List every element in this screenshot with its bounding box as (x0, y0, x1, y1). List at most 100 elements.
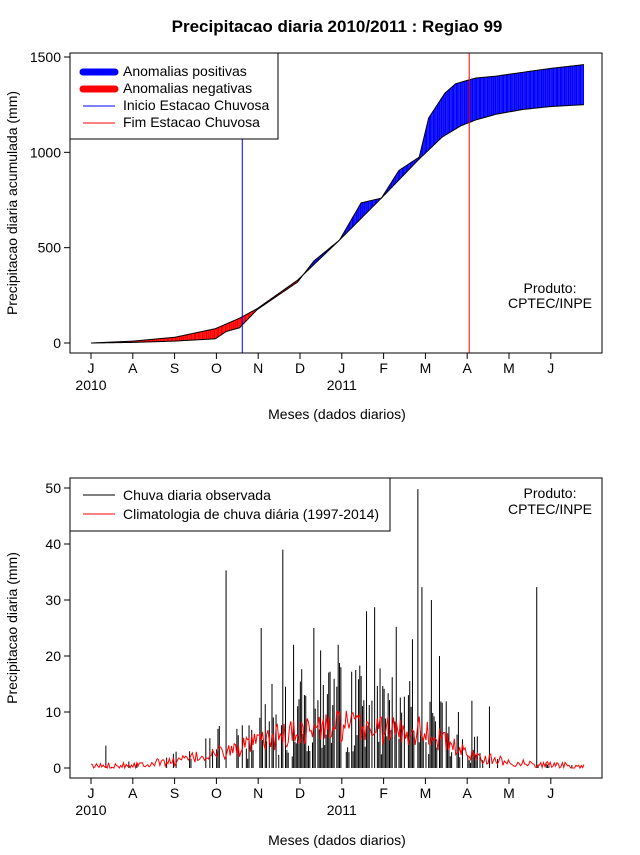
positive-anomaly-segment (564, 67, 565, 106)
positive-anomaly-segment (535, 70, 536, 108)
positive-anomaly-segment (575, 66, 576, 106)
top-x-tick-label: J (547, 360, 554, 376)
positive-anomaly-segment (466, 80, 467, 123)
positive-anomaly-segment (562, 67, 563, 106)
top-y-axis-label: Precipitacao diaria acumulada (mm) (4, 91, 20, 315)
legend-label-onset: Inicio Estacao Chuvosa (123, 97, 270, 113)
positive-anomaly-segment (534, 71, 535, 109)
positive-anomaly-segment (539, 70, 540, 108)
bottom-y-tick-label: 10 (45, 704, 61, 720)
positive-anomaly-segment (518, 73, 519, 111)
positive-anomaly-segment (472, 79, 473, 122)
negative-anomaly-segment (214, 329, 215, 339)
negative-anomaly-segment (217, 328, 218, 338)
positive-anomaly-segment (572, 66, 573, 106)
negative-anomaly-segment (186, 335, 187, 341)
positive-anomaly-segment (488, 77, 489, 117)
positive-anomaly-segment (530, 71, 531, 109)
positive-anomaly-segment (456, 83, 457, 129)
positive-anomaly-segment (510, 74, 511, 112)
positive-anomaly-segment (538, 70, 539, 108)
top-x-tick-label: S (170, 360, 179, 376)
positive-anomaly-segment (508, 74, 509, 112)
top-y-tick-label: 0 (53, 335, 61, 351)
negative-anomaly-segment (204, 331, 205, 340)
bottom-y-tick-label: 20 (45, 648, 61, 664)
top-x-year-label: 2010 (75, 377, 106, 393)
negative-anomaly-segment (199, 332, 200, 340)
negative-anomaly-segment (221, 326, 222, 335)
positive-anomaly-segment (506, 75, 507, 113)
climatology-daily-line (91, 710, 584, 768)
positive-anomaly-segment (527, 71, 528, 109)
positive-anomaly-segment (554, 68, 555, 107)
top-product-label: Produto: (524, 280, 577, 296)
positive-anomaly-segment (361, 203, 362, 219)
bottom-x-tick-label: J (338, 785, 345, 801)
bottom-product-org: CPTEC/INPE (508, 501, 592, 517)
positive-anomaly-segment (477, 78, 478, 120)
positive-anomaly-segment (507, 74, 508, 112)
positive-anomaly-segment (491, 76, 492, 115)
top-x-year-label: 2011 (327, 377, 357, 393)
bottom-product-label: Produto: (524, 485, 577, 501)
positive-anomaly-segment (441, 97, 442, 138)
positive-anomaly-segment (503, 75, 504, 113)
top-x-tick-label: O (211, 360, 222, 376)
positive-anomaly-segment (439, 99, 440, 139)
positive-anomaly-segment (583, 65, 584, 105)
bottom-x-tick-label: D (295, 785, 305, 801)
negative-anomaly-segment (194, 333, 195, 340)
negative-anomaly-segment (231, 321, 232, 330)
top-x-tick-label: A (128, 360, 138, 376)
top-x-tick-label: N (253, 360, 263, 376)
negative-anomaly-segment (203, 331, 204, 340)
negative-anomaly-segment (230, 322, 231, 331)
positive-anomaly-segment (484, 77, 485, 118)
positive-anomaly-segment (444, 93, 445, 136)
positive-anomaly-segment (525, 72, 526, 109)
positive-anomaly-segment (485, 77, 486, 117)
positive-anomaly-segment (487, 77, 488, 117)
negative-anomaly-segment (226, 323, 227, 331)
positive-anomaly-segment (548, 69, 549, 107)
positive-anomaly-segment (576, 65, 577, 105)
legend-label-climatology: Climatologia de chuva diária (1997-2014) (123, 506, 379, 522)
positive-anomaly-segment (526, 72, 527, 109)
positive-anomaly-segment (475, 78, 476, 120)
positive-anomaly-segment (514, 73, 515, 111)
climatology-line (91, 710, 584, 768)
bottom-x-year-label: 2011 (327, 802, 357, 818)
bottom-x-tick-label: F (379, 785, 388, 801)
top-x-tick-label: D (295, 360, 305, 376)
bottom-x-tick-label: J (547, 785, 554, 801)
positive-anomaly-segment (502, 75, 503, 113)
top-x-tick-label: F (379, 360, 388, 376)
positive-anomaly-segment (512, 74, 513, 112)
positive-anomaly-segment (431, 112, 432, 148)
positive-anomaly-segment (556, 68, 557, 107)
positive-anomaly-segment (542, 69, 543, 107)
positive-anomaly-segment (579, 65, 580, 105)
positive-anomaly-segment (498, 76, 499, 114)
bottom-legend-box (70, 478, 390, 531)
positive-anomaly-segment (481, 77, 482, 118)
legend-label-positive: Anomalias positivas (123, 63, 247, 79)
negative-anomaly-segment (219, 326, 220, 336)
positive-anomaly-segment (449, 88, 450, 133)
positive-anomaly-segment (549, 68, 550, 106)
positive-anomaly-segment (454, 84, 455, 130)
positive-anomaly-segment (476, 78, 477, 120)
negative-anomaly-segment (191, 334, 192, 341)
positive-anomaly-segment (471, 79, 472, 122)
positive-anomaly-segment (561, 67, 562, 106)
positive-anomaly-segment (446, 91, 447, 135)
negative-anomaly-segment (200, 332, 201, 340)
positive-anomaly-segment (445, 92, 446, 135)
negative-anomaly-segment (207, 330, 208, 339)
positive-anomaly-segment (531, 71, 532, 109)
